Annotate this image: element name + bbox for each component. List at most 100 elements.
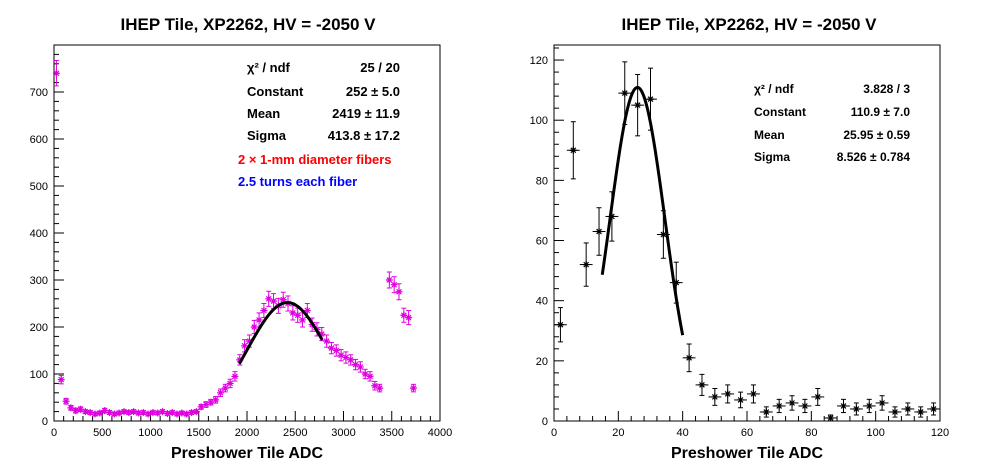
left-x-tick-label: 1500 (187, 427, 211, 439)
right-data-point (824, 414, 838, 422)
right-data-point (875, 395, 889, 411)
left-star-marker (96, 409, 104, 417)
left-x-tick-label: 2500 (283, 427, 307, 439)
right-data-point (721, 384, 735, 404)
left-star-marker (337, 351, 345, 359)
left-data-point (342, 351, 350, 364)
left-star-marker (168, 409, 176, 417)
left-star-marker (134, 409, 142, 417)
left-data-point (115, 409, 123, 417)
right-y-tick-label: 60 (536, 236, 548, 248)
left-y-tick-label: 300 (30, 275, 48, 287)
right-data-point (785, 395, 799, 411)
left-star-marker (120, 408, 128, 416)
left-star-marker (371, 382, 379, 390)
left-data-point (52, 60, 60, 87)
left-data-point (265, 290, 273, 307)
left-data-point (207, 398, 215, 406)
left-star-marker (110, 410, 118, 418)
right-data-point (631, 73, 645, 137)
right-y-tick-label: 40 (536, 296, 548, 308)
left-star-marker (318, 330, 326, 338)
left-star-marker (352, 361, 360, 369)
right-star-marker (621, 89, 629, 97)
right-star-marker (775, 402, 783, 410)
right-data-point (618, 61, 632, 125)
right-star-marker (634, 101, 642, 109)
left-data-point (86, 409, 94, 417)
left-star-marker (183, 410, 191, 418)
left-data-point (125, 409, 133, 417)
left-data-point (231, 371, 239, 382)
left-star-marker (366, 372, 374, 380)
left-x-axis-label: Preshower Tile ADC (171, 445, 323, 462)
left-data-point (197, 403, 205, 411)
left-star-marker (405, 314, 413, 322)
right-star-marker (672, 279, 680, 287)
left-data-point (183, 410, 191, 418)
left-data-point (120, 408, 128, 416)
left-star-marker (409, 384, 417, 392)
left-star-marker (221, 384, 229, 392)
left-star-marker (390, 281, 398, 289)
right-data-point (759, 406, 773, 418)
left-x-tick-label: 3500 (380, 427, 404, 439)
right-data-point (566, 121, 580, 180)
left-x-tick-label: 0 (51, 427, 57, 439)
right-star-marker (762, 408, 770, 416)
right-data-point (811, 388, 825, 406)
right-star-marker (737, 396, 745, 404)
right-star-marker (840, 402, 847, 410)
left-stat-sigma-label: Sigma (247, 128, 287, 143)
left-data-point (327, 342, 335, 355)
right-star-marker (904, 405, 912, 413)
left-data-point (356, 361, 364, 373)
right-star-marker (711, 393, 719, 401)
right-x-tick-label: 40 (677, 427, 689, 439)
left-data-point (173, 410, 181, 418)
right-y-tick-label: 120 (530, 55, 548, 67)
left-data-point (110, 410, 118, 418)
right-x-axis-label: Preshower Tile ADC (671, 445, 823, 462)
left-data-point (347, 354, 355, 366)
left-data-point (62, 397, 70, 405)
left-stat-chi2-value: 25 / 20 (360, 60, 400, 75)
left-y-tick-label: 600 (30, 134, 48, 146)
right-star-marker (891, 408, 899, 416)
left-data-point (57, 374, 65, 385)
left-x-tick-label: 3000 (331, 427, 355, 439)
left-star-marker (178, 409, 186, 417)
left-data-point (105, 409, 113, 417)
right-star-marker (749, 390, 757, 398)
right-stat-mean-label: Mean (754, 128, 785, 142)
left-star-marker (245, 337, 253, 345)
right-data-point (579, 242, 593, 287)
right-star-marker (685, 354, 693, 362)
left-stat-constant-value: 252 ± 5.0 (346, 84, 400, 99)
left-star-marker (105, 409, 113, 417)
right-stat-chi2-label: χ² / ndf (754, 82, 795, 96)
left-star-marker (72, 407, 80, 415)
right-star-marker (852, 405, 860, 413)
left-data-point (361, 368, 369, 380)
right-data-point (901, 402, 915, 416)
left-y-tick-label: 0 (42, 416, 48, 428)
left-star-marker (163, 409, 171, 417)
right-star-marker (724, 390, 732, 398)
left-data-point (405, 310, 413, 326)
left-star-marker (332, 347, 340, 354)
right-star-marker (556, 321, 564, 329)
left-data-point (279, 291, 287, 308)
right-stat-constant-label: Constant (754, 105, 806, 119)
right-data-point (747, 384, 760, 404)
left-star-marker (81, 408, 89, 416)
right-star-marker (595, 227, 603, 235)
left-star-marker (260, 307, 268, 315)
left-star-marker (250, 323, 258, 331)
right-gaussian-fit-line (600, 85, 685, 336)
left-star-marker (86, 409, 94, 417)
left-y-tick-label: 700 (30, 87, 48, 99)
right-star-marker (801, 402, 809, 410)
left-star-marker (294, 311, 302, 319)
